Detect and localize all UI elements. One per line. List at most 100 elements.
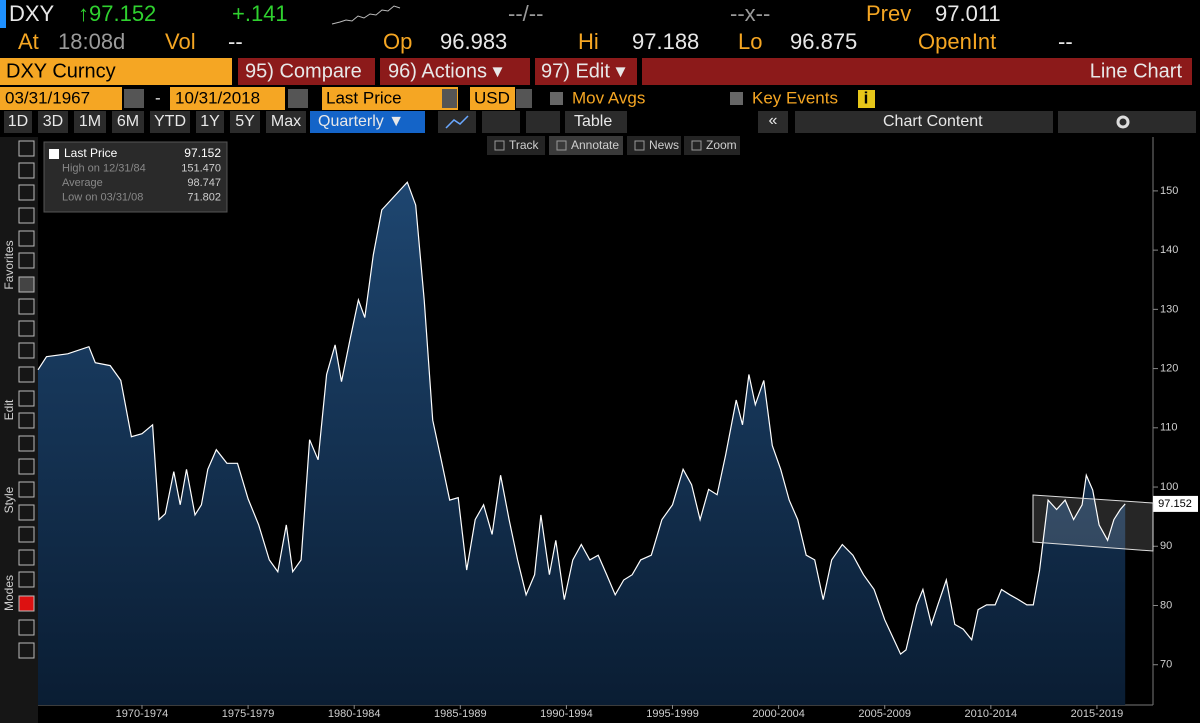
- tool-icon[interactable]: [18, 184, 35, 201]
- checkbox[interactable]: [550, 92, 563, 105]
- tool[interactable]: Zoom: [706, 138, 737, 152]
- dropdown-arrow[interactable]: [442, 89, 457, 108]
- tool-icon[interactable]: [18, 390, 35, 407]
- frequency[interactable]: Quarterly ▼: [318, 113, 404, 130]
- tool-icon[interactable]: [18, 207, 35, 224]
- annotation-toolbar: Track Annotate News Zoom: [487, 136, 740, 155]
- actions[interactable]: 96) Actions ▾: [388, 60, 503, 82]
- tool[interactable]: News: [649, 138, 679, 152]
- frequency-dropdown[interactable]: [310, 111, 425, 133]
- tool-icon[interactable]: [18, 642, 35, 659]
- tool-icon[interactable]: [18, 595, 35, 612]
- period-button[interactable]: [150, 111, 190, 133]
- x-tick-label: 2000-2004: [752, 708, 805, 720]
- end-date-field[interactable]: [170, 87, 285, 110]
- period[interactable]: 1Y: [200, 113, 220, 130]
- key-events[interactable]: Key Events: [752, 88, 838, 107]
- prev-label: Prev: [866, 1, 911, 26]
- period[interactable]: 5Y: [235, 113, 255, 130]
- tool-icon[interactable]: [18, 435, 35, 452]
- period[interactable]: 3D: [43, 113, 63, 130]
- chart-type: Line Chart: [1090, 60, 1183, 82]
- period[interactable]: 1M: [79, 113, 101, 130]
- calendar-icon[interactable]: [288, 89, 308, 108]
- period-button[interactable]: [112, 111, 144, 133]
- bar-style-button[interactable]: [482, 111, 520, 133]
- currency[interactable]: USD: [474, 88, 510, 107]
- tool-icon[interactable]: [18, 481, 35, 498]
- sidebar-section: Edit: [2, 399, 16, 420]
- start-date-field[interactable]: [0, 87, 122, 110]
- period-button[interactable]: [74, 111, 106, 133]
- x-tick-label: 1975-1979: [222, 708, 275, 720]
- info[interactable]: i: [864, 88, 869, 107]
- start-date[interactable]: 03/31/1967: [5, 88, 90, 107]
- sidebar-section: Style: [2, 486, 16, 513]
- open-label: Op: [383, 29, 412, 54]
- tool-icon[interactable]: [18, 504, 35, 521]
- period-button[interactable]: [4, 111, 32, 133]
- actions-button[interactable]: [380, 58, 530, 85]
- field[interactable]: Last Price: [326, 88, 402, 107]
- tool-icon[interactable]: [18, 140, 35, 157]
- tool[interactable]: Track: [509, 138, 540, 152]
- y-tick-label: 120: [1160, 362, 1178, 374]
- security-field[interactable]: [0, 58, 232, 85]
- dot-style-button[interactable]: [526, 111, 560, 133]
- last-value-box: [1153, 495, 1198, 512]
- chart-content-button[interactable]: [795, 111, 1053, 133]
- tool-icon[interactable]: [18, 366, 35, 383]
- tool-icon[interactable]: [18, 162, 35, 179]
- period[interactable]: 6M: [117, 113, 139, 130]
- period-button[interactable]: [196, 111, 224, 133]
- mov-avgs[interactable]: Mov Avgs: [572, 88, 645, 107]
- compare-button[interactable]: [238, 58, 375, 85]
- currency-dropdown[interactable]: [470, 87, 515, 110]
- tool-icon[interactable]: [18, 412, 35, 429]
- field-dropdown[interactable]: [322, 87, 458, 110]
- tool-icon[interactable]: [18, 549, 35, 566]
- open-interest: --: [1058, 29, 1073, 54]
- checkbox[interactable]: [730, 92, 743, 105]
- collapse[interactable]: «: [769, 112, 778, 129]
- edit-button[interactable]: [535, 58, 637, 85]
- tool-icon[interactable]: [18, 526, 35, 543]
- tool-icon[interactable]: [18, 230, 35, 247]
- calendar-icon[interactable]: [124, 89, 144, 108]
- period[interactable]: YTD: [154, 113, 186, 130]
- tool-icon[interactable]: [18, 342, 35, 359]
- table[interactable]: Table: [574, 113, 612, 130]
- tool-button[interactable]: [549, 136, 623, 155]
- period[interactable]: 1D: [8, 113, 28, 130]
- period-button[interactable]: [230, 111, 260, 133]
- dropdown-arrow[interactable]: [516, 89, 532, 108]
- low: 96.875: [790, 29, 857, 54]
- ticker-marker: [0, 0, 6, 28]
- tool-icon[interactable]: [18, 276, 35, 293]
- tool-icon[interactable]: [18, 619, 35, 636]
- edit[interactable]: 97) Edit ▾: [541, 60, 626, 82]
- x-tick-label: 2015-2019: [1071, 708, 1124, 720]
- tool-icon[interactable]: [18, 458, 35, 475]
- ticker: DXY: [9, 1, 55, 26]
- prev: 97.011: [935, 1, 1001, 26]
- end-date[interactable]: 10/31/2018: [175, 88, 260, 107]
- period[interactable]: Max: [271, 113, 301, 130]
- period-button[interactable]: [38, 111, 68, 133]
- compare[interactable]: 95) Compare: [245, 60, 362, 82]
- chart-content[interactable]: Chart Content: [883, 113, 983, 130]
- security[interactable]: DXY Curncy: [6, 60, 116, 82]
- at-label: At: [18, 29, 39, 54]
- tool-icon[interactable]: [18, 571, 35, 588]
- table-button[interactable]: [565, 111, 627, 133]
- tool-icon[interactable]: [18, 252, 35, 269]
- x-tick-label: 2010-2014: [965, 708, 1018, 720]
- period-button[interactable]: [266, 111, 306, 133]
- collapse-button[interactable]: [758, 111, 788, 133]
- tool[interactable]: Annotate: [571, 138, 619, 152]
- info-icon[interactable]: [858, 90, 875, 108]
- tool-icon[interactable]: [18, 298, 35, 315]
- tool-icon[interactable]: [18, 320, 35, 337]
